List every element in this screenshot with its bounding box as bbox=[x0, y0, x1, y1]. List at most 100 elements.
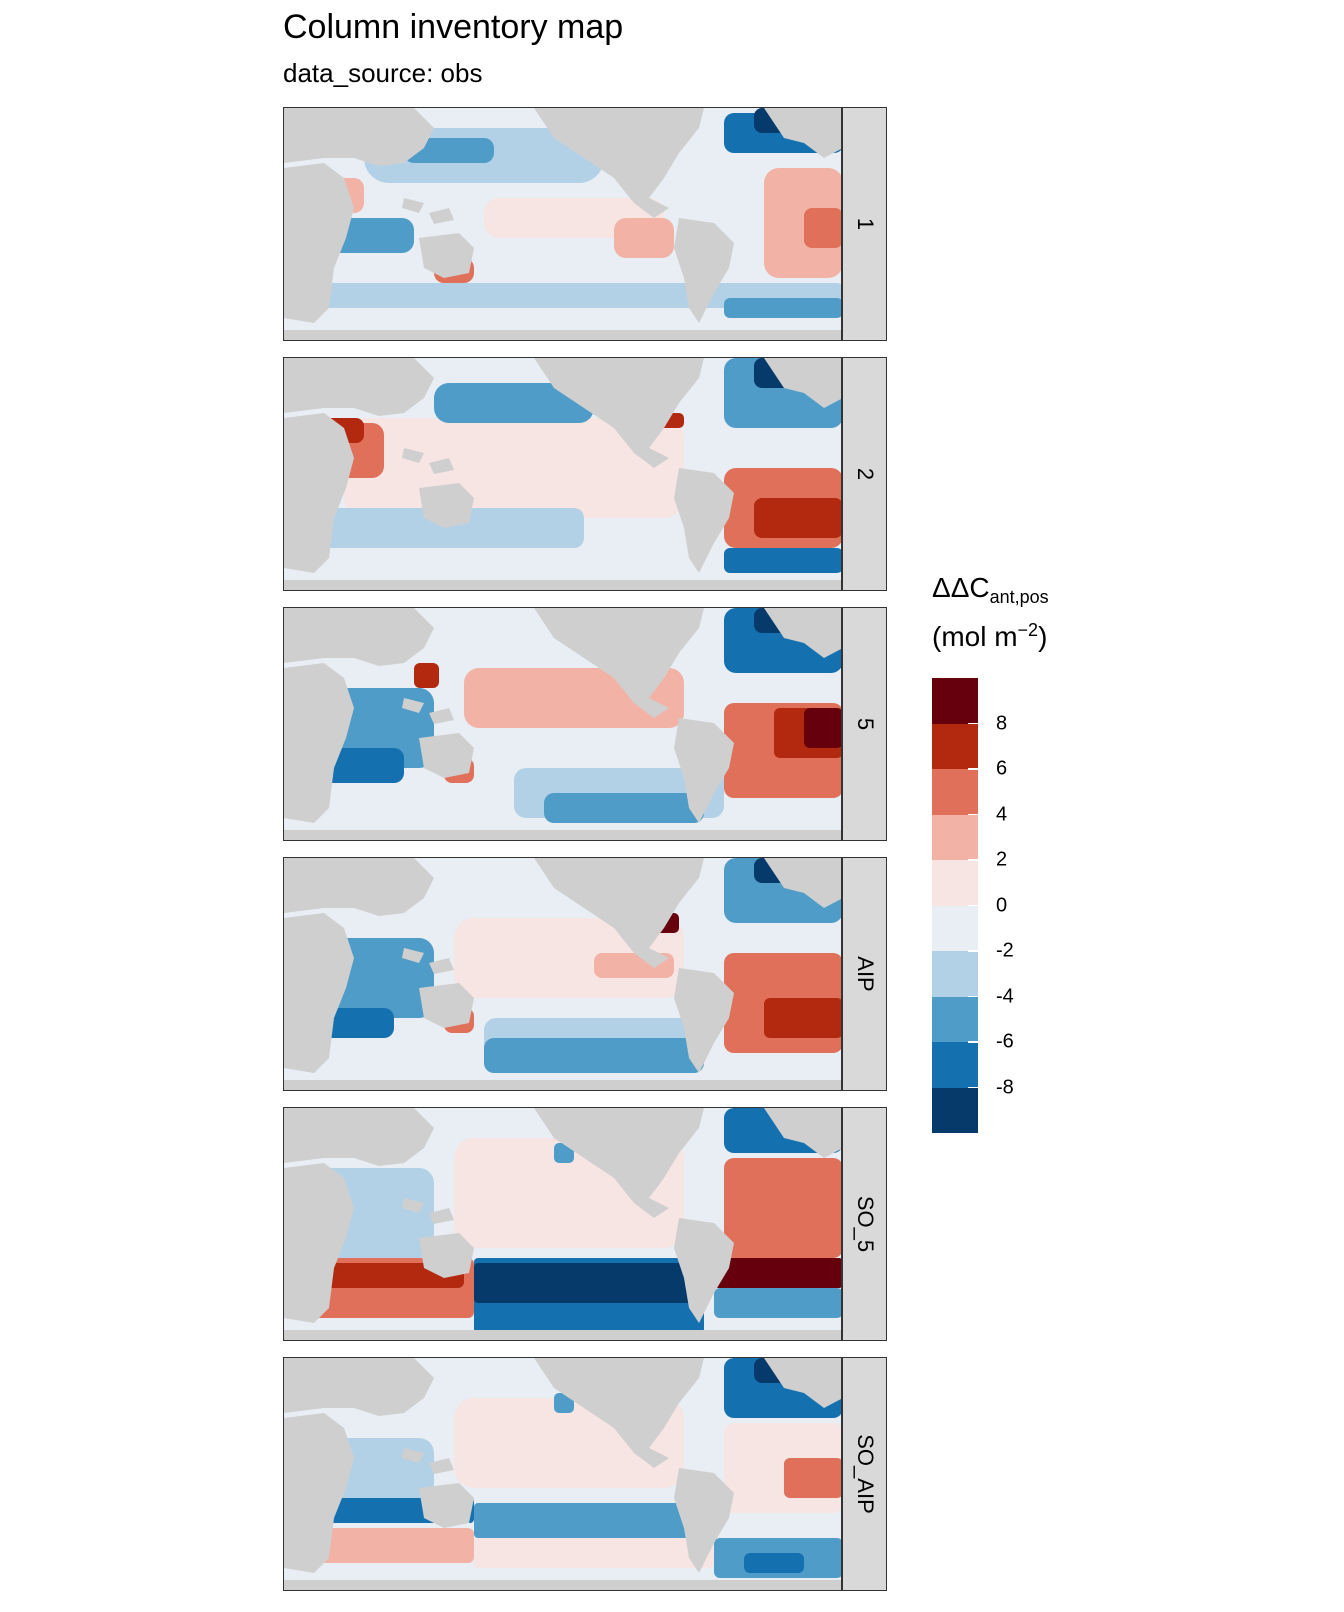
legend-tick bbox=[968, 1086, 978, 1088]
legend-unit: (mol m−2) bbox=[932, 620, 1048, 652]
chart-title: Column inventory map bbox=[283, 8, 624, 46]
map-svg bbox=[284, 108, 841, 340]
legend-swatch bbox=[932, 860, 978, 906]
land-mass bbox=[284, 608, 434, 666]
land-mass bbox=[284, 1413, 354, 1573]
legend-swatch bbox=[932, 951, 978, 997]
ocean-field bbox=[544, 793, 704, 823]
land-mass bbox=[284, 913, 354, 1073]
ocean-field bbox=[714, 1258, 841, 1288]
legend-tick-label: 0 bbox=[996, 894, 1008, 916]
land-mass bbox=[419, 983, 474, 1028]
legend-tick-label: -4 bbox=[996, 985, 1014, 1007]
ocean-map bbox=[283, 607, 842, 841]
ocean-field bbox=[434, 383, 594, 423]
facet-panel-so_5: SO_5 bbox=[283, 1107, 887, 1341]
legend-tick bbox=[968, 904, 978, 906]
land-mass bbox=[284, 163, 354, 323]
land-mass bbox=[284, 358, 434, 416]
ocean-field bbox=[764, 168, 841, 278]
legend-tick bbox=[968, 813, 978, 815]
land-mass bbox=[429, 1458, 454, 1474]
legend-swatch bbox=[932, 814, 978, 860]
legend-tick-label: -2 bbox=[996, 939, 1014, 962]
ocean-field bbox=[714, 1288, 841, 1318]
ocean-field bbox=[724, 298, 841, 318]
facet-strip: 5 bbox=[842, 607, 887, 841]
legend-tick bbox=[968, 768, 978, 770]
ocean-map bbox=[283, 357, 842, 591]
land-mass bbox=[402, 1448, 424, 1463]
legend-tick-label: 2 bbox=[996, 848, 1008, 871]
legend-tick bbox=[968, 722, 978, 724]
ocean-field bbox=[784, 1458, 841, 1498]
facet-panel-2: 2 bbox=[283, 357, 887, 591]
land-mass bbox=[674, 968, 734, 1073]
land-mass bbox=[764, 858, 841, 908]
land-mass bbox=[284, 1163, 354, 1323]
land-mass bbox=[419, 1483, 474, 1528]
land-mass bbox=[284, 413, 354, 573]
legend-title: ΔΔCant,pos bbox=[932, 572, 1049, 607]
ocean-field bbox=[404, 138, 494, 163]
facet-label: 1 bbox=[852, 217, 878, 231]
land-mass bbox=[284, 580, 841, 590]
land-mass bbox=[402, 198, 424, 213]
facet-label: 5 bbox=[852, 717, 878, 731]
ocean-field bbox=[484, 1038, 704, 1073]
ocean-field bbox=[414, 663, 439, 688]
land-mass bbox=[402, 698, 424, 713]
land-mass bbox=[534, 1358, 704, 1468]
facet-label: SO_AIP bbox=[852, 1434, 878, 1514]
legend-swatch bbox=[932, 905, 978, 951]
land-mass bbox=[764, 1108, 841, 1158]
land-mass bbox=[429, 1208, 454, 1224]
facet-panel-so_aip: SO_AIP bbox=[283, 1357, 887, 1591]
land-mass bbox=[764, 1358, 841, 1408]
ocean-field bbox=[474, 1538, 714, 1568]
land-mass bbox=[419, 483, 474, 528]
chart-subtitle: data_source: obs bbox=[283, 58, 483, 88]
land-mass bbox=[534, 108, 704, 218]
facet-strip: 2 bbox=[842, 357, 887, 591]
land-mass bbox=[534, 358, 704, 468]
land-mass bbox=[284, 1080, 841, 1090]
ocean-field bbox=[474, 1263, 704, 1303]
legend-swatch bbox=[932, 1042, 978, 1088]
ocean-field bbox=[724, 548, 841, 573]
land-mass bbox=[764, 108, 841, 158]
facet-panel-5: 5 bbox=[283, 607, 887, 841]
land-mass bbox=[284, 1358, 434, 1416]
ocean-field bbox=[614, 218, 674, 258]
facet-strip: AIP bbox=[842, 857, 887, 1091]
land-mass bbox=[284, 663, 354, 823]
ocean-field bbox=[764, 998, 841, 1038]
facet-panel-1: 1 bbox=[283, 107, 887, 341]
land-mass bbox=[534, 1108, 704, 1218]
legend-tick bbox=[968, 950, 978, 952]
legend-tick bbox=[968, 859, 978, 861]
ocean-map bbox=[283, 857, 842, 1091]
land-mass bbox=[402, 448, 424, 463]
facet-label: 2 bbox=[852, 467, 878, 481]
ocean-field bbox=[744, 1553, 804, 1573]
ocean-field bbox=[284, 508, 584, 548]
land-mass bbox=[284, 1580, 841, 1590]
land-mass bbox=[284, 1330, 841, 1340]
legend-tick bbox=[968, 995, 978, 997]
ocean-field bbox=[474, 1503, 714, 1538]
facet-label: SO_5 bbox=[852, 1195, 878, 1253]
legend-swatch bbox=[932, 769, 978, 815]
land-mass bbox=[674, 218, 734, 323]
ocean-field bbox=[804, 708, 841, 748]
land-mass bbox=[764, 358, 841, 408]
land-mass bbox=[284, 1108, 434, 1166]
land-mass bbox=[764, 608, 841, 658]
legend-tick bbox=[968, 1041, 978, 1043]
land-mass bbox=[419, 1233, 474, 1278]
legend-tick-label: 4 bbox=[996, 803, 1008, 825]
legend-tick-label: 6 bbox=[996, 757, 1008, 780]
land-mass bbox=[284, 108, 434, 166]
land-mass bbox=[284, 858, 434, 916]
land-mass bbox=[419, 233, 474, 278]
